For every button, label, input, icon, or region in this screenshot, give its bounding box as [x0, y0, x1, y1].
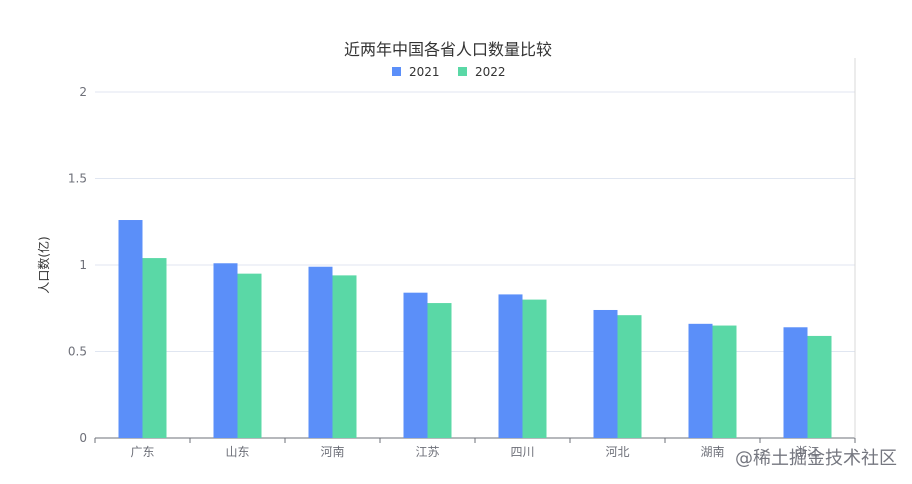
legend-label-2022[interactable]: 2022 [475, 65, 506, 79]
legend-swatch-2022[interactable] [458, 67, 467, 76]
legend[interactable]: 2021 2022 [392, 65, 506, 79]
bar-2021-四川[interactable] [498, 294, 523, 438]
bar-2022-河北[interactable] [617, 315, 642, 438]
y-tick-label: 1.5 [68, 172, 87, 186]
legend-swatch-2021[interactable] [392, 67, 401, 76]
y-tick-label: 0 [79, 431, 87, 445]
bar-2022-山东[interactable] [237, 273, 262, 438]
bar-2021-浙江[interactable] [783, 327, 808, 438]
bar-2022-浙江[interactable] [807, 335, 832, 438]
bar-2022-湖南[interactable] [712, 325, 737, 438]
chart-title: 近两年中国各省人口数量比较 [344, 40, 552, 59]
x-tick-label: 河北 [605, 445, 629, 459]
bar-2021-山东[interactable] [213, 263, 238, 438]
x-tick-label: 四川 [510, 445, 534, 459]
y-axis: 0 0.5 1 1.5 2 [68, 85, 87, 445]
bar-2022-河南[interactable] [332, 275, 357, 438]
y-tick-label: 1 [79, 258, 87, 272]
grid-lines [95, 58, 856, 439]
bar-2021-广东[interactable] [118, 220, 143, 438]
bar-2022-四川[interactable] [522, 299, 547, 438]
x-tick-label: 江苏 [415, 445, 439, 459]
bar-2022-江苏[interactable] [427, 303, 452, 438]
bar-series[interactable] [118, 220, 832, 438]
x-tick-label: 河南 [320, 444, 344, 459]
x-tick-label: 湖南 [700, 444, 724, 459]
x-tick-label: 浙江 [795, 445, 819, 459]
x-tick-label: 山东 [225, 445, 249, 459]
y-tick-label: 2 [79, 85, 87, 99]
watermark: @稀土掘金技术社区 [735, 448, 897, 469]
bar-2021-湖南[interactable] [688, 323, 713, 438]
x-tick-label: 广东 [130, 445, 154, 459]
legend-label-2021[interactable]: 2021 [409, 65, 440, 79]
bar-2021-河南[interactable] [308, 266, 333, 438]
bar-2022-广东[interactable] [142, 258, 167, 438]
bar-2021-河北[interactable] [593, 309, 618, 438]
bar-2021-江苏[interactable] [403, 292, 428, 438]
y-tick-label: 0.5 [68, 345, 87, 359]
y-axis-label: 人口数(亿) [36, 236, 51, 293]
x-axis: 广东 山东 河南 江苏 四川 河北 湖南 浙江 [94, 438, 856, 459]
